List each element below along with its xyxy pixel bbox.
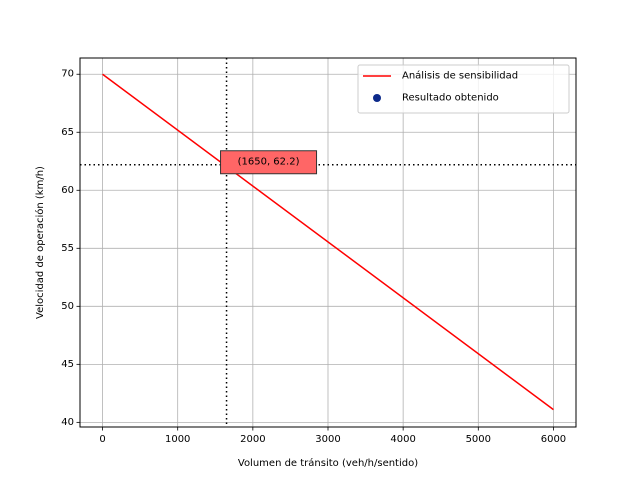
annotation-box xyxy=(220,150,318,175)
x-tick-label: 6000 xyxy=(541,434,566,445)
y-tick-label: 50 xyxy=(61,301,74,312)
y-tick-label: 65 xyxy=(61,127,74,138)
x-tick-label: 1000 xyxy=(165,434,190,445)
legend-box xyxy=(357,64,570,114)
reference-lines xyxy=(80,58,576,427)
y-tick-label: 70 xyxy=(61,69,74,80)
x-tick-label: 4000 xyxy=(390,434,415,445)
legend-marker-swatch xyxy=(373,94,381,102)
x-axis: 0 1000 2000 3000 4000 5000 6000 xyxy=(99,427,566,445)
x-tick-label: 5000 xyxy=(466,434,491,445)
legend-label-line: Análisis de sensibilidad xyxy=(402,70,518,82)
y-tick-label: 60 xyxy=(61,185,74,196)
x-axis-title: Volumen de tránsito (veh/h/sentido) xyxy=(238,457,418,469)
x-tick-label: 0 xyxy=(99,434,105,445)
y-tick-label: 40 xyxy=(61,417,74,428)
y-tick-label: 45 xyxy=(61,359,74,370)
y-axis: 40 45 50 55 60 65 70 xyxy=(61,69,80,428)
annotation: (1650, 62.2) xyxy=(220,150,318,175)
series-line-0 xyxy=(102,73,554,411)
annotation-label: (1650, 62.2) xyxy=(238,156,300,167)
x-tick-label: 2000 xyxy=(240,434,265,445)
y-axis-title: Velocidad de operación (km/h) xyxy=(34,166,46,319)
y-tick-label: 55 xyxy=(61,243,74,254)
x-tick-label: 3000 xyxy=(315,434,340,445)
grid xyxy=(80,58,576,427)
legend-label-scatter: Resultado obtenido xyxy=(402,93,499,104)
legend: Análisis de sensibilidad Resultado obten… xyxy=(357,64,570,114)
